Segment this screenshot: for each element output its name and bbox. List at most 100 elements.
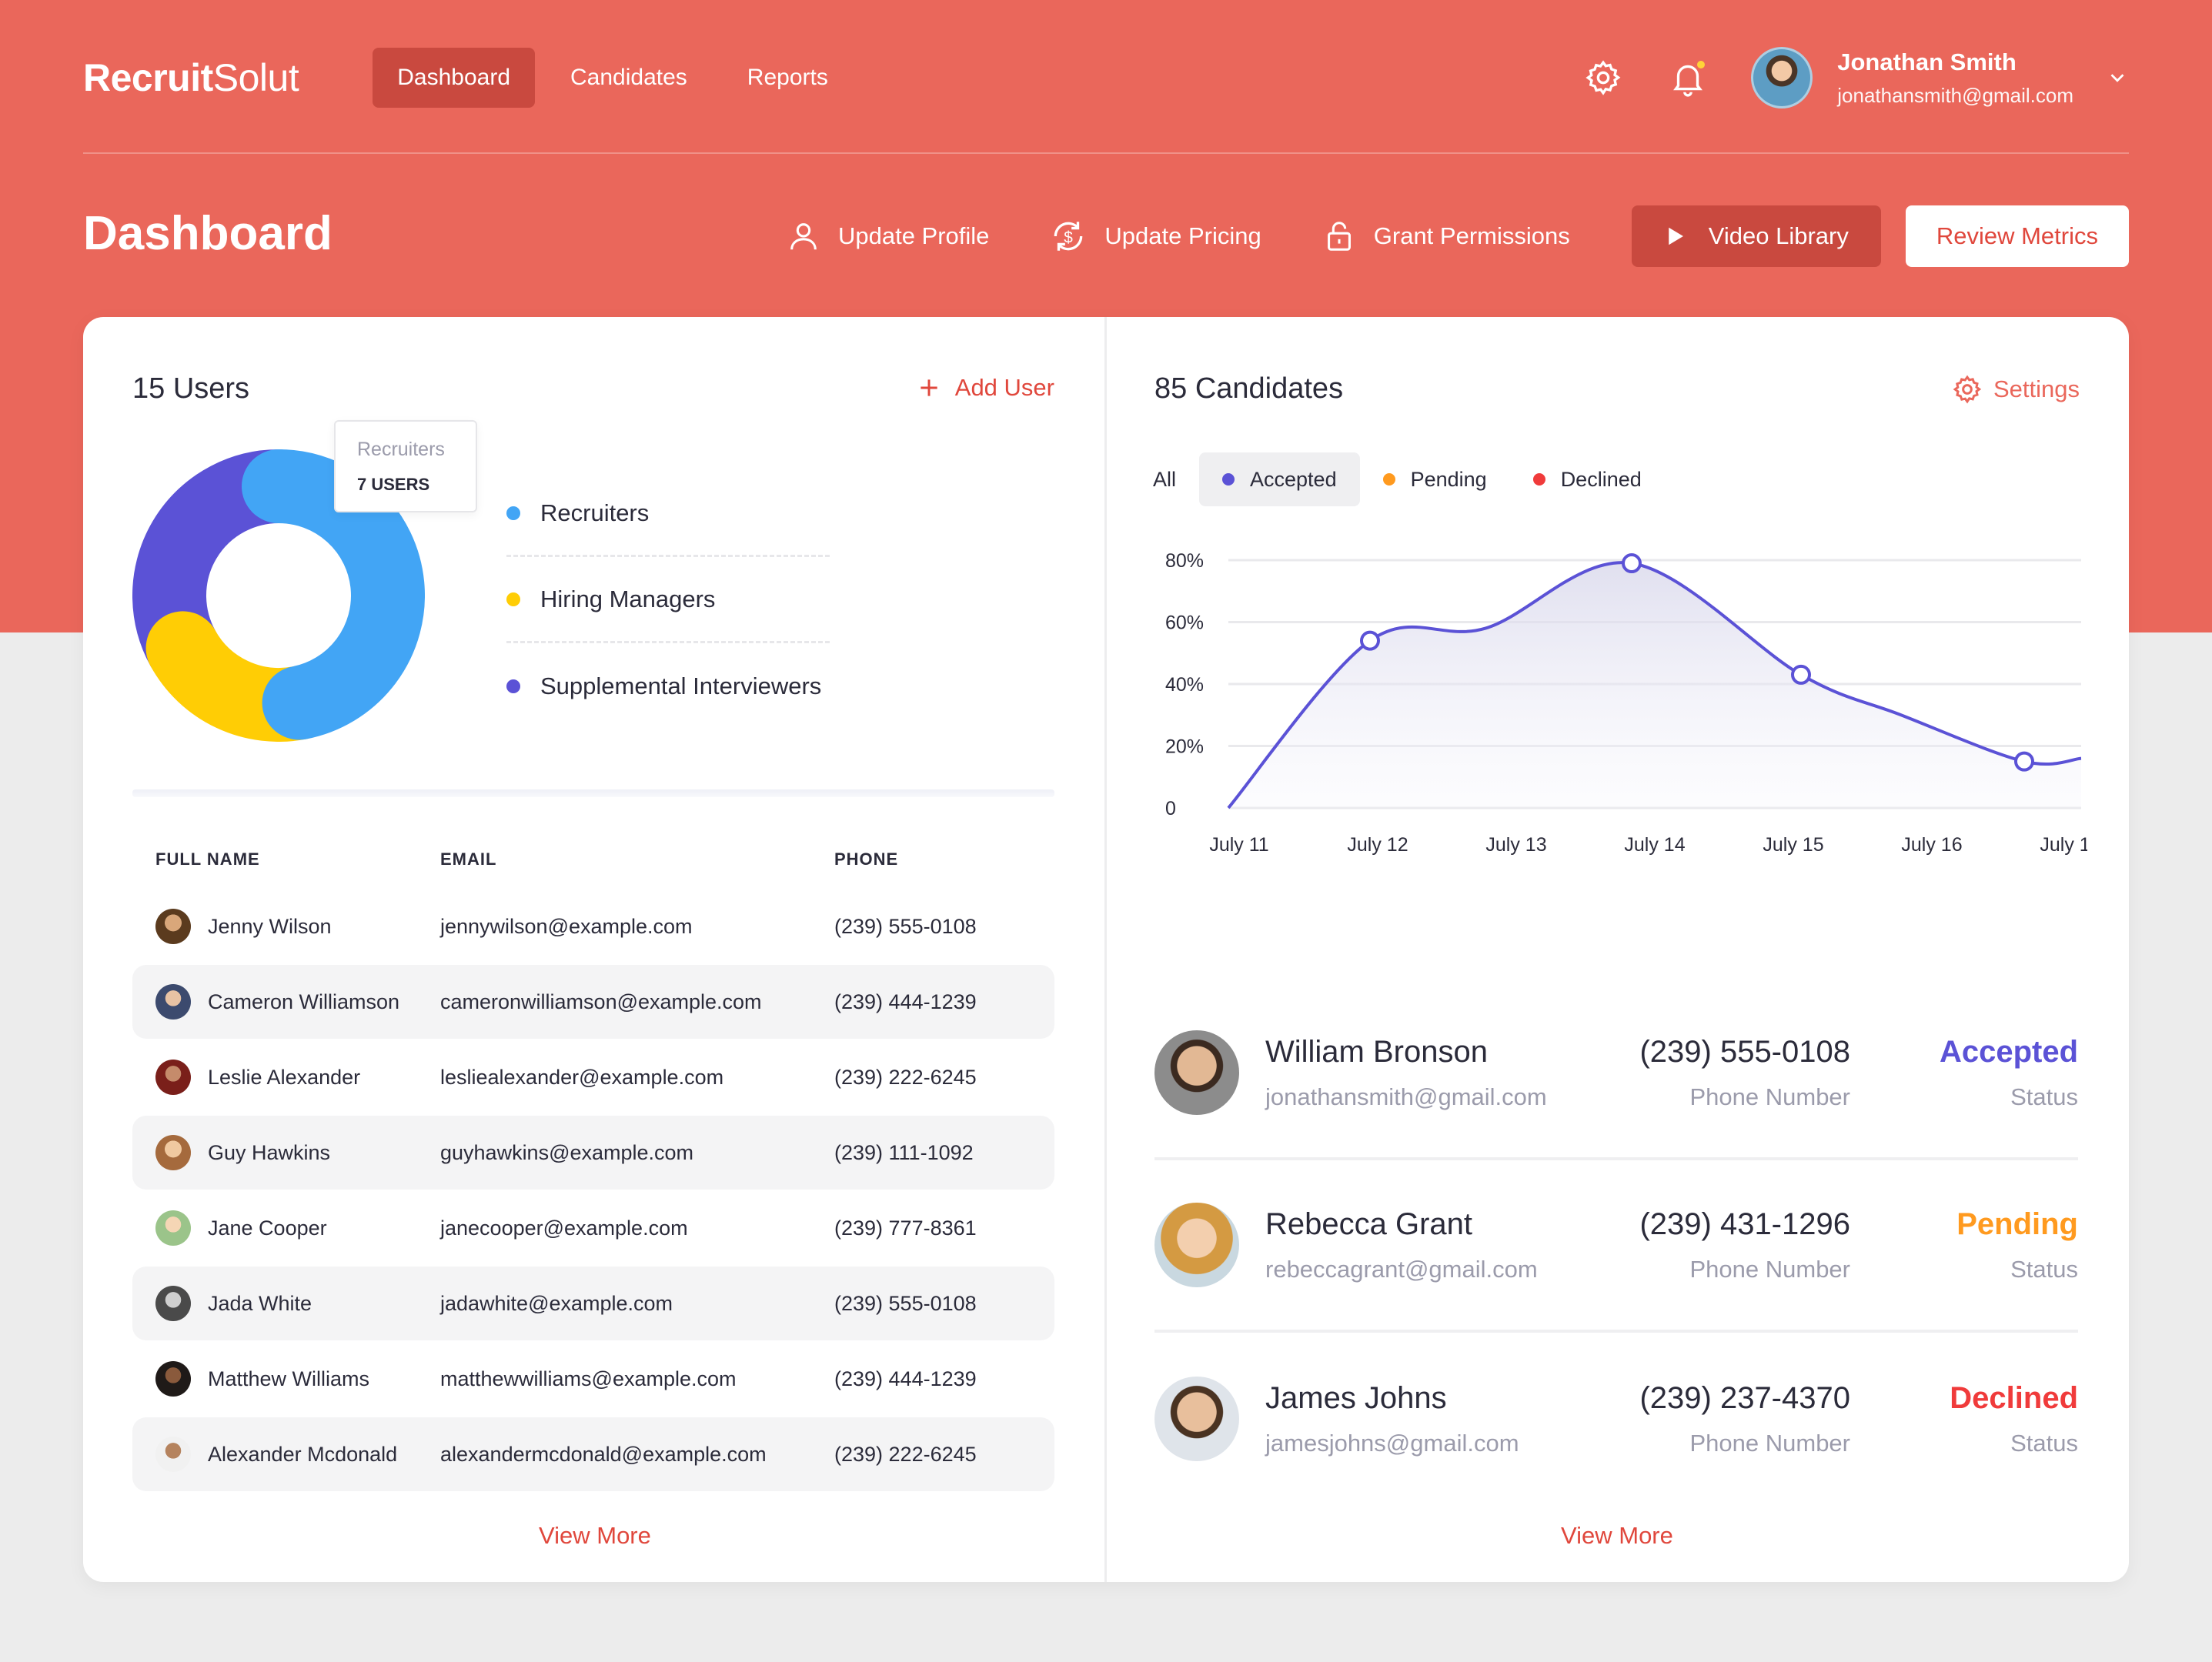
chart-data-point[interactable]	[1622, 553, 1642, 574]
table-row[interactable]: Matthew Williams matthewwilliams@example…	[132, 1342, 1054, 1416]
table-row[interactable]: Leslie Alexander lesliealexander@example…	[132, 1040, 1054, 1114]
phone-label: Phone Number	[1689, 1083, 1850, 1110]
top-nav: Recruit Solut Dashboard Candidates Report…	[83, 35, 2129, 120]
candidate-status: Declined Status	[1950, 1381, 2078, 1457]
candidates-line-chart[interactable]: 0 20% 40% 60% 80% July 11 July 12 July 13 July 1…	[1142, 519, 2087, 919]
user-icon	[790, 223, 817, 250]
video-library-button[interactable]: Video Library	[1631, 205, 1881, 267]
user-full-name: Leslie Alexander	[208, 1065, 361, 1089]
column-email[interactable]: EMAIL	[440, 849, 497, 869]
y-tick-label: 40%	[1165, 674, 1204, 696]
cell-name: Jada White	[132, 1286, 440, 1321]
filter-pending[interactable]: Pending	[1360, 452, 1510, 506]
legend-item-supplemental-interviewers[interactable]: Supplemental Interviewers	[506, 643, 830, 729]
candidates-view-more-link[interactable]: View More	[1561, 1522, 1673, 1549]
candidate-phone: (239) 555-0108 Phone Number	[1596, 1035, 1850, 1111]
candidates-settings-button[interactable]: Settings	[1952, 374, 2080, 405]
user-phone-cell: (239) 222-6245	[834, 1065, 977, 1089]
nav-item-reports[interactable]: Reports	[747, 65, 828, 90]
cell-name: Matthew Williams	[132, 1361, 440, 1397]
filter-all[interactable]: All	[1153, 452, 1199, 506]
table-row[interactable]: Jenny Wilson jennywilson@example.com (23…	[132, 889, 1054, 963]
add-user-button[interactable]: Add User	[917, 374, 1054, 402]
avatar	[155, 1286, 191, 1321]
gear-icon	[1585, 60, 1621, 95]
legend-dot	[506, 679, 520, 693]
gear-icon	[1953, 375, 1982, 404]
candidate-status: Pending Status	[1956, 1207, 2078, 1283]
legend-item-recruiters[interactable]: Recruiters	[506, 471, 830, 557]
candidate-email: jonathansmith@gmail.com	[1265, 1083, 1547, 1110]
avatar	[155, 1210, 191, 1246]
x-tick-label: July 17	[2040, 834, 2087, 856]
update-profile-button[interactable]: Update Profile	[786, 219, 989, 254]
play-icon	[1668, 227, 1683, 245]
legend-item-hiring-managers[interactable]: Hiring Managers	[506, 557, 830, 643]
user-email: jonathansmith@gmail.com	[1837, 83, 2073, 107]
user-email-cell: alexandermcdonald@example.com	[440, 1442, 767, 1466]
bell-icon	[1673, 65, 1703, 97]
chart-data-point[interactable]	[2014, 751, 2034, 772]
x-tick-label: July 14	[1624, 834, 1685, 856]
avatar	[155, 1437, 191, 1472]
candidate-row[interactable]: William Bronson jonathansmith@gmail.com …	[1154, 988, 2078, 1160]
chart-data-point[interactable]	[1360, 630, 1380, 651]
chart-data-point[interactable]	[1791, 664, 1811, 685]
nav-divider	[83, 152, 2129, 154]
filter-accepted[interactable]: Accepted	[1199, 452, 1360, 506]
user-full-name: Jane Cooper	[208, 1216, 327, 1240]
avatar	[1154, 1377, 1239, 1461]
page-title: Dashboard	[83, 207, 332, 260]
candidate-row[interactable]: Rebecca Grant rebeccagrant@gmail.com (23…	[1154, 1160, 2078, 1333]
table-row[interactable]: Jada White jadawhite@example.com (239) 5…	[132, 1267, 1054, 1340]
candidate-status: Accepted Status	[1940, 1035, 2078, 1111]
nav-right: Jonathan Smith jonathansmith@gmail.com	[1543, 47, 2129, 108]
nav-item-candidates[interactable]: Candidates	[570, 65, 687, 90]
tooltip-label: Recruiters	[357, 439, 445, 460]
users-view-more-link[interactable]: View More	[539, 1522, 651, 1549]
user-email-cell: matthewwilliams@example.com	[440, 1367, 737, 1390]
column-phone[interactable]: PHONE	[834, 849, 899, 869]
user-email-cell: lesliealexander@example.com	[440, 1065, 724, 1089]
user-avatar[interactable]	[1751, 47, 1813, 108]
user-full-name: Cameron Williamson	[208, 990, 400, 1013]
grant-permissions-button[interactable]: Grant Permissions	[1322, 219, 1570, 254]
update-pricing-button[interactable]: $ Update Pricing	[1049, 217, 1261, 255]
y-tick-label: 80%	[1165, 550, 1204, 572]
donut-slice-recruiters[interactable]	[242, 449, 425, 740]
settings-button[interactable]	[1579, 53, 1628, 102]
avatar	[155, 1361, 191, 1397]
phone-label: Phone Number	[1689, 1429, 1850, 1457]
status-value: Pending	[1956, 1206, 2078, 1241]
review-metrics-button[interactable]: Review Metrics	[1905, 205, 2129, 267]
app-logo[interactable]: Recruit Solut	[83, 55, 299, 100]
cell-name: Jane Cooper	[132, 1210, 440, 1246]
legend-dot	[506, 592, 520, 606]
filter-declined[interactable]: Declined	[1510, 452, 1665, 506]
grant-permissions-label: Grant Permissions	[1373, 222, 1570, 249]
column-full-name[interactable]: FULL NAME	[155, 849, 260, 869]
avatar	[155, 1135, 191, 1170]
notification-dot	[1696, 59, 1707, 70]
table-row[interactable]: Jane Cooper janecooper@example.com (239)…	[132, 1191, 1054, 1265]
users-table-header: FULL NAME EMAIL PHONE	[132, 849, 1054, 869]
user-email-cell: jadawhite@example.com	[440, 1291, 673, 1315]
filter-label: Pending	[1410, 467, 1487, 491]
table-row[interactable]: Cameron Williamson cameronwilliamson@exa…	[132, 965, 1054, 1039]
table-row[interactable]: Alexander Mcdonald alexandermcdonald@exa…	[132, 1417, 1054, 1491]
chevron-down-icon[interactable]	[2106, 66, 2129, 89]
logo-light-text: Solut	[212, 56, 299, 99]
avatar	[1154, 1203, 1239, 1287]
user-full-name: Guy Hawkins	[208, 1140, 331, 1164]
table-row[interactable]: Guy Hawkins guyhawkins@example.com (239)…	[132, 1116, 1054, 1190]
header-actions: Update Profile $ Update Pricing Grant Pe…	[786, 205, 2129, 268]
notifications-button[interactable]	[1663, 53, 1712, 102]
user-email-cell: janecooper@example.com	[440, 1216, 688, 1240]
nav-item-dashboard[interactable]: Dashboard	[373, 48, 535, 108]
user-info[interactable]: Jonathan Smith jonathansmith@gmail.com	[1837, 48, 2073, 108]
x-tick-label: July 11	[1209, 834, 1268, 856]
users-donut-chart[interactable]	[132, 449, 425, 742]
cell-name: Alexander Mcdonald	[132, 1437, 440, 1472]
user-full-name: Jenny Wilson	[208, 914, 332, 938]
candidate-row[interactable]: James Johns jamesjohns@gmail.com (239) 2…	[1154, 1333, 2078, 1505]
